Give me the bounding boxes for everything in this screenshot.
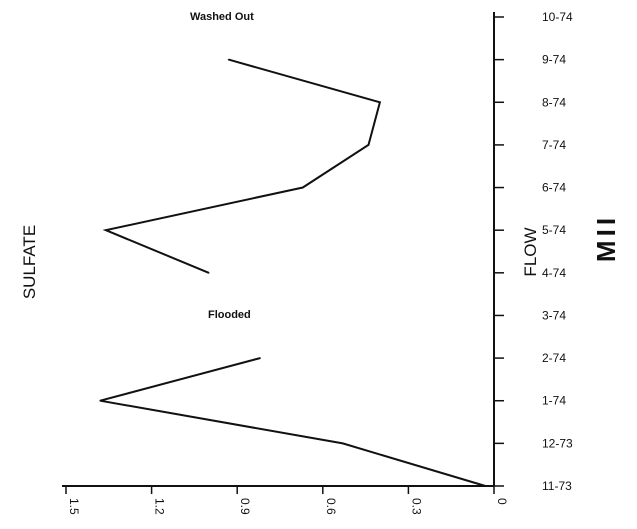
data-point bbox=[99, 399, 102, 402]
y-tick-label: 2-74 bbox=[542, 351, 566, 365]
data-point bbox=[227, 58, 230, 61]
x-tick-label: 1.5 bbox=[67, 498, 81, 515]
y-tick-label: 7-74 bbox=[542, 138, 566, 152]
y-tick-label: 4-74 bbox=[542, 266, 566, 280]
y-tick-label: 12-73 bbox=[542, 436, 573, 450]
right-large-label: MII bbox=[591, 214, 621, 262]
data-point bbox=[341, 442, 344, 445]
axes: 11-73 12-73 1-74 2-74 3-74 4-74 5-74 6-74 7-74 8-… bbox=[62, 10, 573, 515]
x-tick-label: 0.3 bbox=[409, 498, 423, 515]
data-point bbox=[259, 357, 261, 359]
x-tick-label: 0.9 bbox=[238, 498, 252, 515]
left-side-label: SULFATE bbox=[20, 225, 39, 299]
data-point bbox=[207, 272, 210, 274]
x-tick-label: 0.6 bbox=[324, 498, 338, 515]
data-point bbox=[379, 101, 381, 104]
data-point bbox=[484, 485, 487, 487]
y-tick-label: 6-74 bbox=[542, 181, 566, 195]
series bbox=[99, 58, 487, 487]
data-point bbox=[105, 229, 107, 231]
x-tick-label: 0 bbox=[495, 498, 509, 505]
x-tick-label: 1.2 bbox=[153, 498, 167, 515]
y-tick-label: 1-74 bbox=[542, 394, 566, 408]
y-tick-label: 9-74 bbox=[542, 53, 566, 67]
y-tick-label: 11-73 bbox=[542, 479, 572, 493]
annotation: Flooded bbox=[208, 309, 251, 321]
right-small-label: FLOW bbox=[521, 227, 540, 276]
y-tick-label: 10-74 bbox=[542, 10, 573, 24]
y-tick-label: 5-74 bbox=[542, 223, 566, 237]
annotation: Washed Out bbox=[190, 11, 254, 23]
data-point bbox=[367, 144, 370, 146]
data-point bbox=[302, 186, 304, 189]
series-line-segment bbox=[102, 58, 382, 274]
y-tick-label: 3-74 bbox=[542, 308, 566, 322]
labels: Washed Out Flooded SULFATE FLOW MII bbox=[20, 11, 621, 321]
series-line-segment bbox=[99, 357, 486, 487]
y-tick-label: 8-74 bbox=[542, 95, 566, 109]
